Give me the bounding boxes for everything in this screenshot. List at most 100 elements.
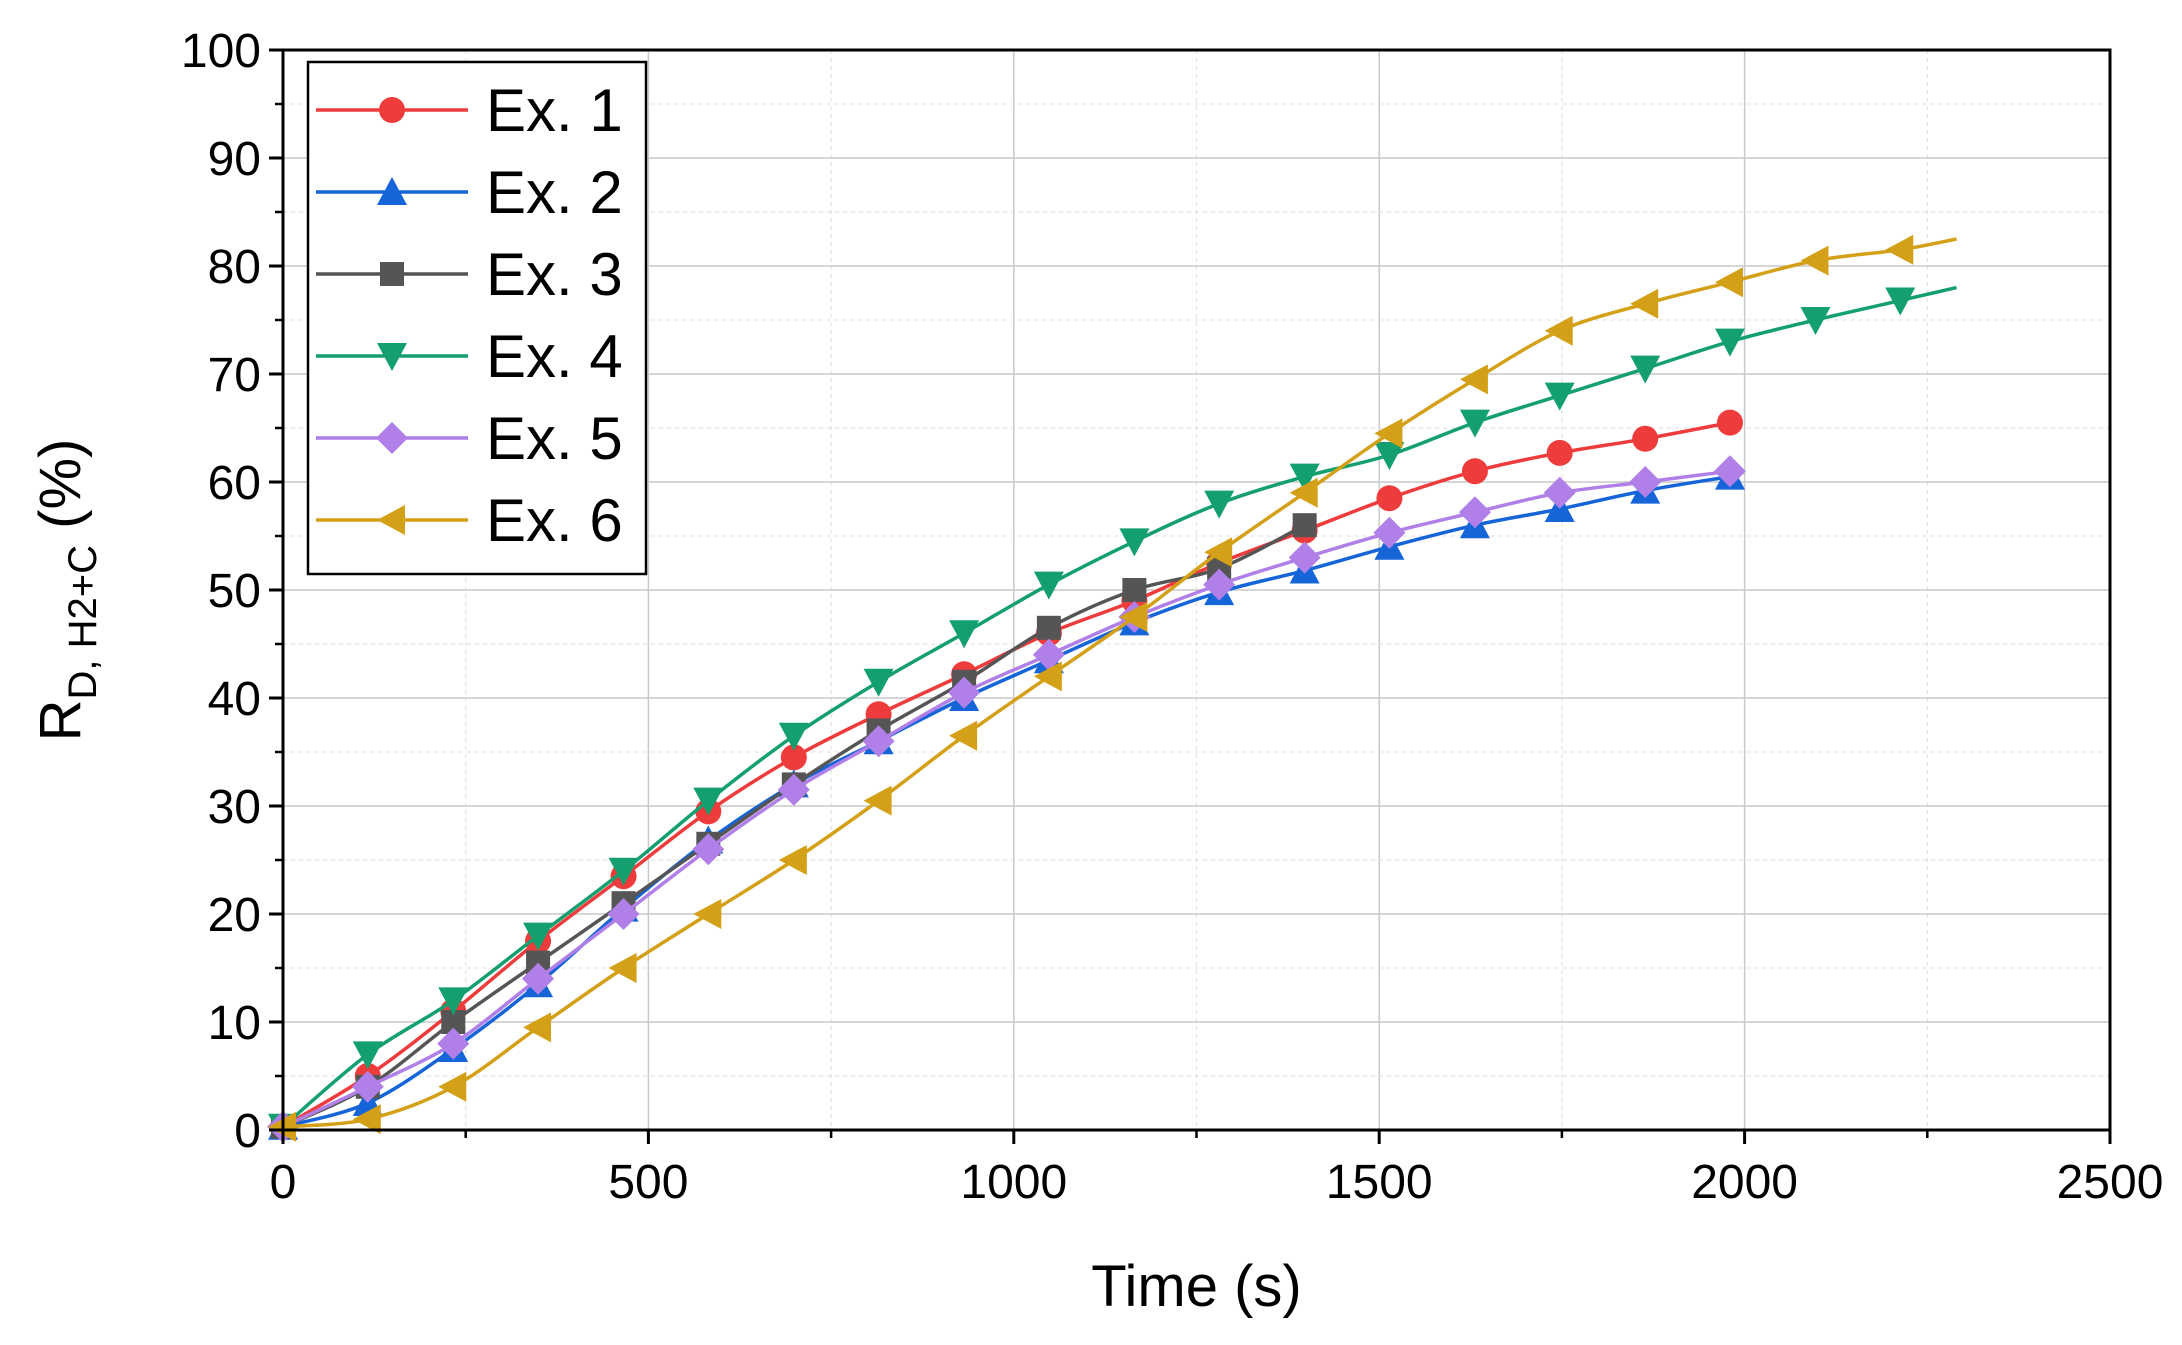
y-axis-title: RD, H2+C (%) — [28, 439, 105, 742]
legend-box — [306, 60, 648, 576]
data-point — [692, 833, 725, 866]
data-point — [1630, 355, 1661, 384]
y-tick-label: 90 — [208, 133, 261, 186]
data-point — [1459, 409, 1490, 438]
data-point — [778, 722, 809, 751]
y-axis-title-suffix: (%) — [28, 439, 93, 545]
x-tick-label: 1500 — [1326, 1156, 1433, 1209]
legend-item: Ex. 5 — [316, 405, 623, 472]
data-point — [693, 899, 722, 929]
y-tick-label: 40 — [208, 673, 261, 726]
data-point — [351, 1070, 384, 1103]
y-tick-label: 0 — [234, 1105, 261, 1158]
data-point — [778, 845, 807, 875]
y-axis-title-main: R — [28, 699, 93, 741]
data-point — [1204, 490, 1235, 519]
y-tick-label: 100 — [181, 25, 261, 78]
data-point — [863, 668, 894, 697]
data-point — [523, 922, 554, 951]
legend-label: Ex. 2 — [486, 159, 623, 226]
data-point — [352, 1104, 381, 1135]
legend-item: Ex. 6 — [316, 487, 623, 554]
data-point — [1292, 513, 1317, 538]
data-point — [523, 1012, 552, 1043]
data-point — [1461, 458, 1488, 485]
data-point — [1204, 537, 1233, 568]
data-point — [1800, 307, 1831, 335]
legend-item: Ex. 3 — [316, 241, 623, 308]
data-point — [1714, 267, 1743, 298]
data-point — [437, 1027, 470, 1060]
data-point — [1459, 364, 1488, 395]
legend-marker — [380, 262, 404, 286]
data-point — [608, 857, 639, 886]
data-point — [1373, 516, 1406, 549]
data-point — [522, 962, 555, 995]
legend-item: Ex. 1 — [316, 77, 623, 144]
legend-label: Ex. 5 — [486, 405, 623, 472]
data-point — [1458, 496, 1491, 529]
legend-label: Ex. 4 — [486, 323, 623, 390]
y-tick-label: 50 — [208, 565, 261, 618]
data-point — [1288, 541, 1321, 574]
y-tick-label: 20 — [208, 889, 261, 942]
data-point — [949, 620, 980, 649]
data-point — [1629, 466, 1662, 498]
legend-item: Ex. 2 — [316, 159, 623, 226]
data-point — [1036, 615, 1061, 640]
data-point — [1203, 568, 1236, 601]
y-tick-label: 80 — [208, 241, 261, 294]
x-tick-label: 0 — [270, 1156, 297, 1209]
data-point — [863, 785, 892, 816]
data-point — [1714, 328, 1745, 357]
y-axis-title-subscript: D, H2+C — [61, 545, 105, 700]
legend-marker — [376, 422, 408, 454]
data-point — [1716, 409, 1743, 436]
data-point — [862, 725, 895, 758]
y-tick-label: 10 — [208, 997, 261, 1050]
x-tick-label: 1000 — [960, 1156, 1067, 1209]
x-tick-label: 2500 — [2057, 1156, 2164, 1209]
data-point — [1544, 382, 1575, 411]
legend-item: Ex. 4 — [316, 323, 623, 390]
data-point — [1546, 439, 1573, 466]
data-point — [438, 1071, 467, 1102]
data-point — [1033, 661, 1062, 692]
legend-marker — [377, 343, 407, 371]
data-point — [1630, 288, 1659, 319]
x-tick-label: 2000 — [1691, 1156, 1798, 1209]
data-point — [1033, 571, 1064, 600]
data-point — [1376, 485, 1403, 512]
data-point — [1374, 442, 1405, 470]
data-point — [1119, 602, 1148, 632]
data-point — [780, 744, 807, 771]
legend-label: Ex. 3 — [486, 241, 623, 308]
data-point — [1544, 315, 1573, 346]
data-point — [1119, 528, 1150, 557]
legend-label: Ex. 6 — [486, 487, 623, 554]
data-point — [1543, 476, 1576, 509]
data-point — [1800, 245, 1829, 276]
data-point — [1289, 463, 1320, 492]
data-point — [1885, 234, 1914, 265]
legend-marker — [377, 177, 407, 205]
data-point — [608, 953, 637, 983]
y-tick-label: 30 — [208, 781, 261, 834]
data-point — [948, 676, 981, 709]
data-point — [1122, 578, 1147, 602]
series-line — [282, 237, 1957, 1129]
data-point — [1289, 477, 1318, 508]
data-point — [1632, 425, 1659, 452]
axis-ticks: 0 500 1000 1500 2000 2500 0 10 20 30 40 50 60 70 80 90 1… — [181, 25, 2163, 1209]
y-tick-label: 70 — [208, 349, 261, 402]
data-point — [1032, 638, 1065, 671]
x-axis-title: Time (s) — [1091, 1254, 1301, 1319]
y-tick-label: 60 — [208, 457, 261, 510]
data-point — [1713, 455, 1746, 488]
legend-label: Ex. 1 — [486, 77, 623, 144]
legend: Ex. 1 Ex. 2 Ex. 3 Ex. 4 Ex. 5 Ex. 6 — [306, 60, 648, 576]
x-tick-label: 500 — [608, 1156, 688, 1209]
data-point — [607, 898, 640, 930]
series-6 — [268, 234, 1957, 1142]
